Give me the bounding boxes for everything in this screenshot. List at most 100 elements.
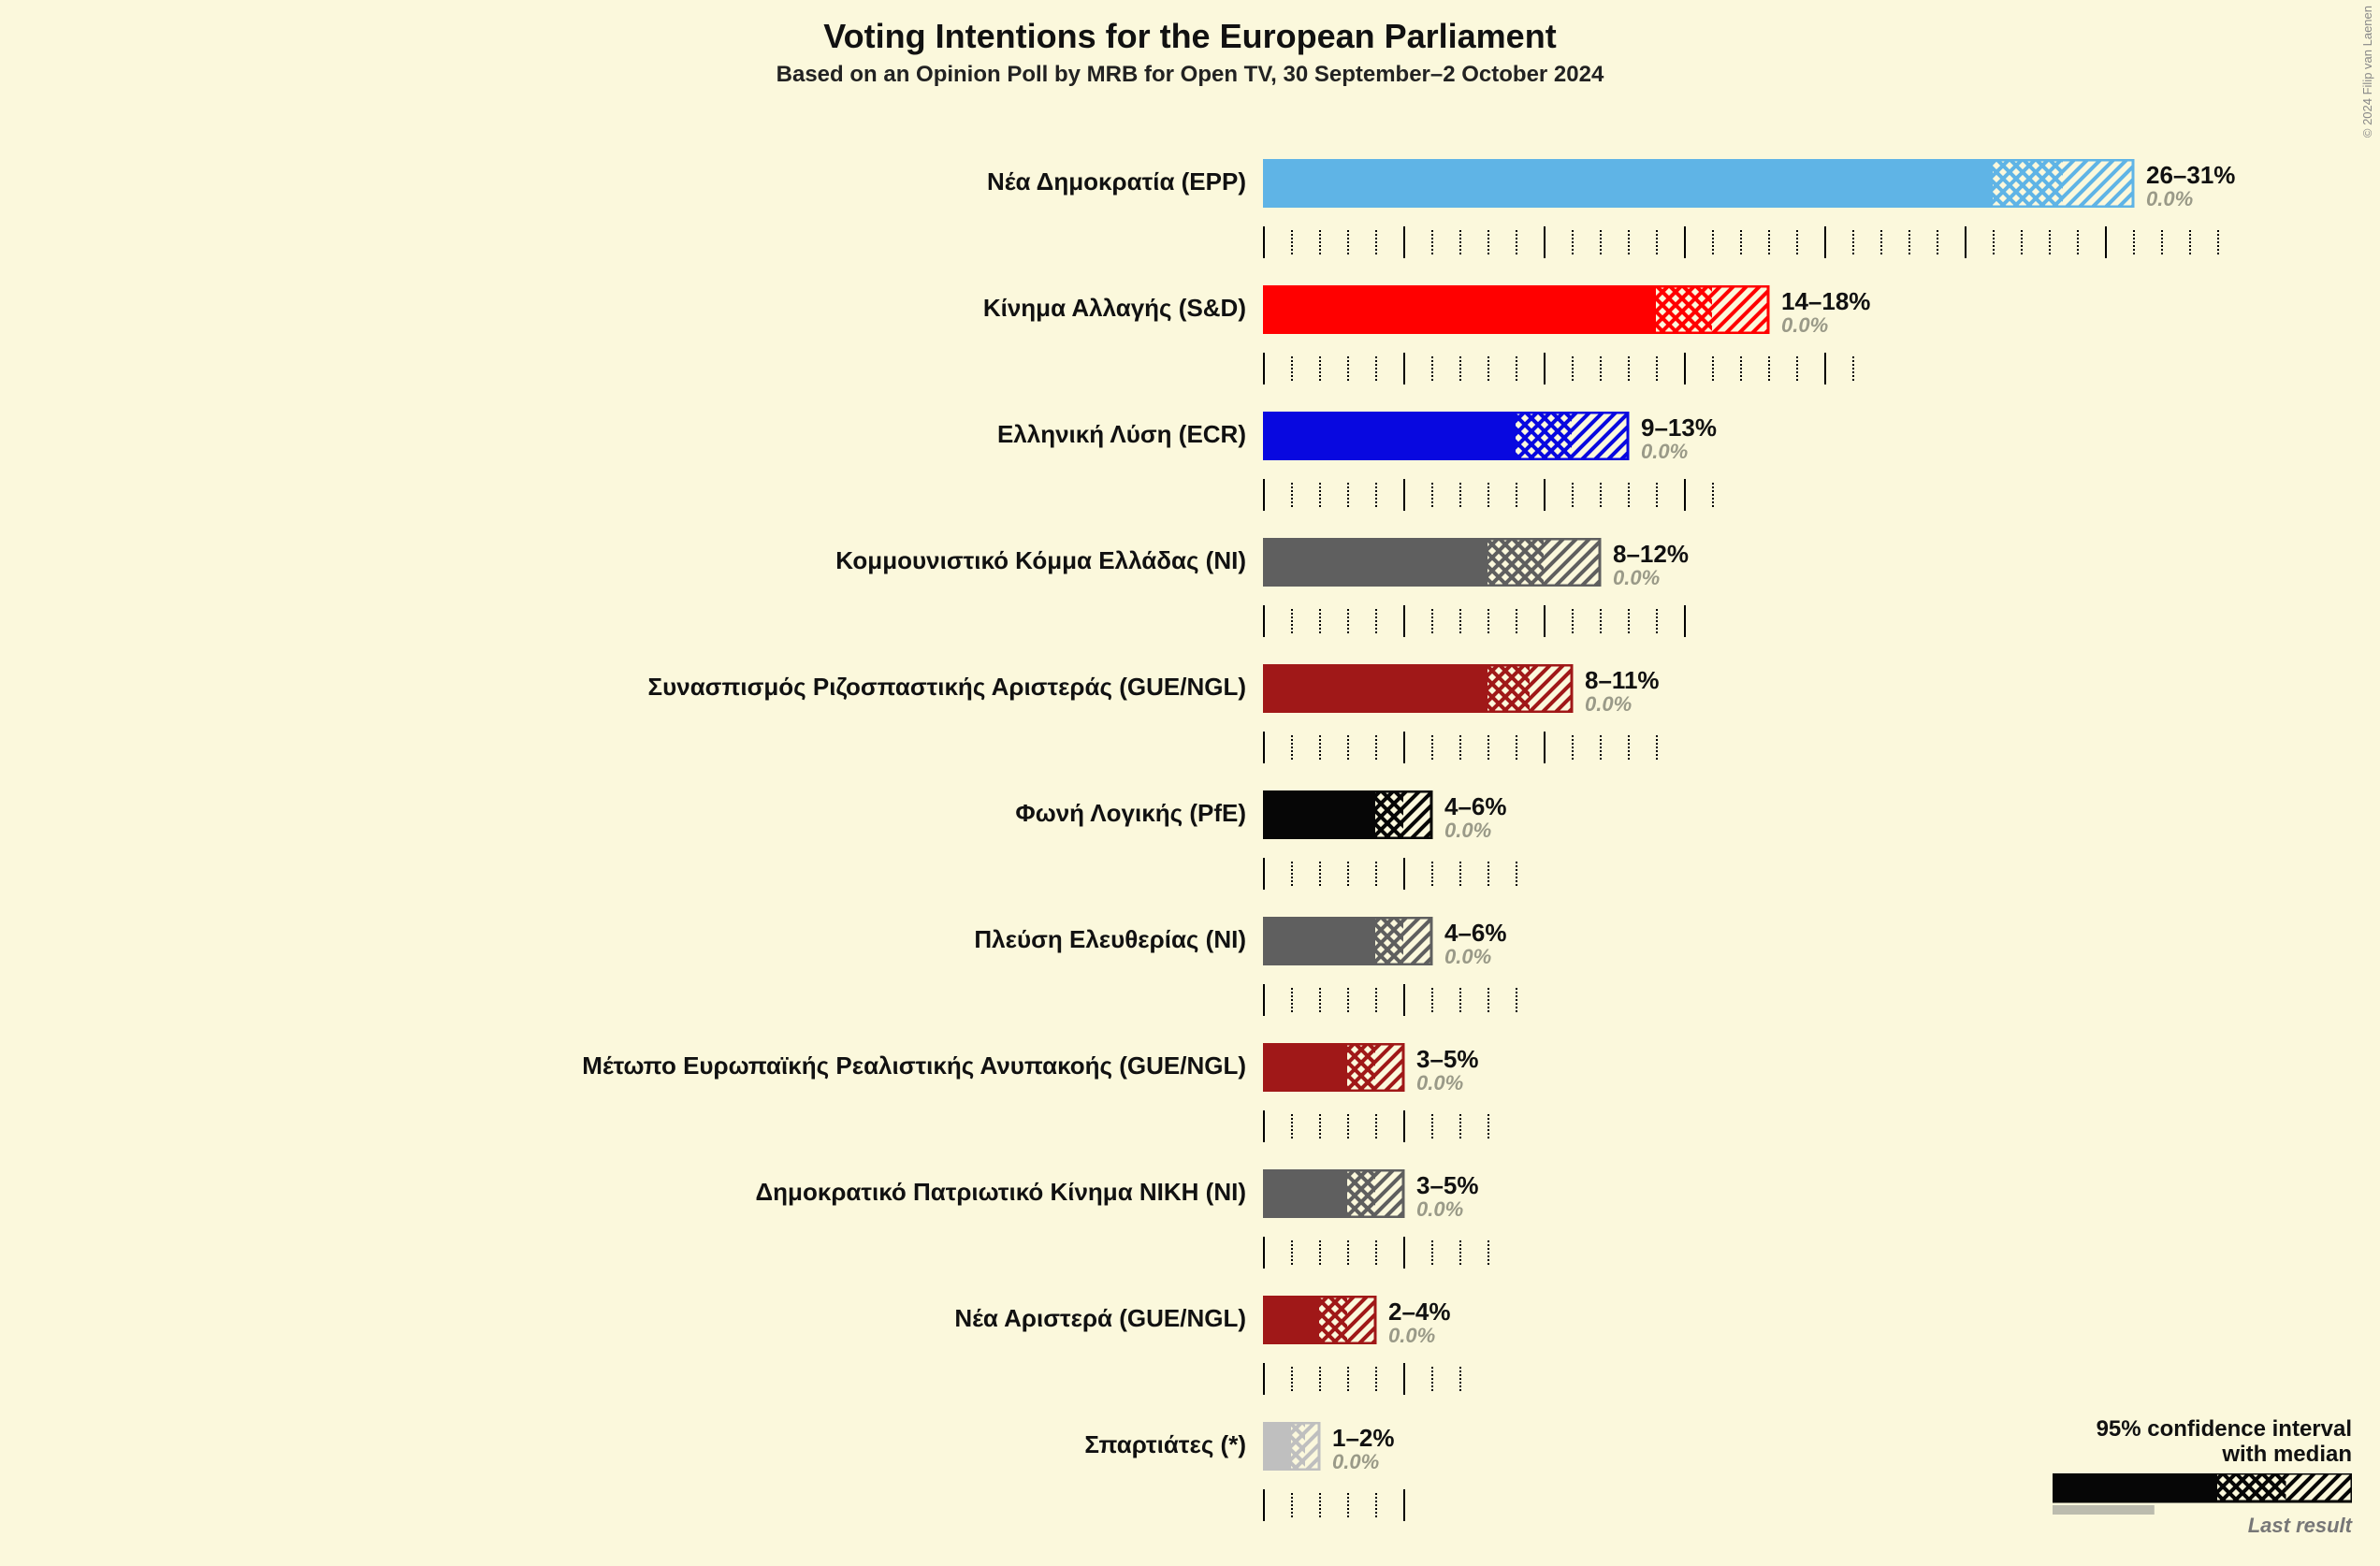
grid-minor (2217, 230, 2219, 254)
axis-band (1263, 1237, 1489, 1269)
ci-bar (1263, 664, 1575, 713)
value-label: 3–5% (1416, 1045, 1479, 1074)
copyright-text: © 2024 Filip van Laenen (2360, 6, 2374, 138)
last-result-label: 0.0% (1613, 566, 1660, 590)
grid-minor (1600, 356, 1602, 381)
grid-minor (2133, 230, 2135, 254)
chart-subtitle: Based on an Opinion Poll by MRB for Open… (0, 62, 2380, 88)
grid-major (1263, 1363, 1265, 1395)
value-label: 1–2% (1332, 1424, 1395, 1453)
party-label: Συνασπισμός Ριζοσπαστικής Αριστεράς (GUE… (648, 673, 1247, 702)
grid-minor (1880, 230, 1882, 254)
grid-minor (1740, 356, 1742, 381)
grid-minor (1459, 1240, 1461, 1265)
value-label: 14–18% (1781, 287, 1870, 316)
axis-band (1263, 605, 1686, 637)
grid-minor (1712, 483, 1714, 507)
grid-minor (1459, 862, 1461, 886)
grid-minor (1628, 735, 1630, 760)
grid-major (1403, 1237, 1405, 1269)
grid-minor (2161, 230, 2163, 254)
grid-minor (1908, 230, 1910, 254)
grid-minor (1459, 230, 1461, 254)
grid-minor (1572, 230, 1574, 254)
grid-minor (1431, 356, 1433, 381)
grid-major (1263, 1237, 1265, 1269)
party-label: Κομμουνιστικό Κόμμα Ελλάδας (NI) (835, 546, 1246, 575)
grid-minor (1319, 988, 1321, 1012)
grid-minor (1796, 356, 1798, 381)
grid-minor (1431, 735, 1433, 760)
grid-major (1263, 479, 1265, 511)
grid-minor (1628, 356, 1630, 381)
grid-minor (1347, 356, 1349, 381)
grid-minor (2077, 230, 2079, 254)
grid-minor (1712, 230, 1714, 254)
grid-minor (1516, 230, 1517, 254)
party-label: Σπαρτιάτες (*) (1084, 1430, 1246, 1459)
grid-minor (1291, 1367, 1293, 1391)
party-label: Δημοκρατικό Πατριωτικό Κίνημα ΝΙΚΗ (NI) (755, 1178, 1246, 1207)
grid-minor (1488, 609, 1489, 633)
grid-major (1403, 1489, 1405, 1521)
grid-minor (1319, 862, 1321, 886)
grid-minor (1628, 609, 1630, 633)
grid-minor (1712, 356, 1714, 381)
grid-minor (1656, 483, 1658, 507)
grid-minor (1347, 483, 1349, 507)
grid-major (1544, 479, 1546, 511)
last-result-label: 0.0% (1641, 440, 1688, 464)
last-result-label: 0.0% (1416, 1071, 1463, 1095)
grid-minor (1431, 230, 1433, 254)
value-label: 4–6% (1444, 792, 1507, 821)
grid-major (1263, 732, 1265, 763)
ci-bar (1263, 159, 2137, 208)
grid-minor (1319, 356, 1321, 381)
grid-major (1403, 353, 1405, 384)
grid-minor (1796, 230, 1798, 254)
grid-minor (1600, 735, 1602, 760)
grid-major (1263, 858, 1265, 890)
ci-bar (1263, 538, 1604, 587)
grid-major (1824, 226, 1826, 258)
grid-minor (1488, 862, 1489, 886)
grid-major (1403, 732, 1405, 763)
ci-bar (1263, 790, 1435, 839)
grid-minor (1347, 609, 1349, 633)
grid-major (1544, 605, 1546, 637)
grid-minor (1347, 1114, 1349, 1138)
party-row: Κίνημα Αλλαγής (S&D)14–18%0.0% (0, 267, 2380, 393)
party-label: Φωνή Λογικής (PfE) (1015, 799, 1246, 828)
axis-band (1263, 226, 2219, 258)
party-row: Πλεύση Ελευθερίας (NI)4–6%0.0% (0, 898, 2380, 1024)
grid-minor (1459, 483, 1461, 507)
grid-minor (1516, 862, 1517, 886)
axis-band (1263, 353, 1854, 384)
grid-minor (1459, 609, 1461, 633)
grid-minor (1516, 609, 1517, 633)
grid-major (1263, 1489, 1265, 1521)
grid-major (1403, 1363, 1405, 1395)
grid-minor (1488, 356, 1489, 381)
grid-minor (1375, 483, 1377, 507)
grid-minor (1291, 735, 1293, 760)
grid-major (1403, 984, 1405, 1016)
grid-minor (1516, 735, 1517, 760)
grid-minor (1291, 230, 1293, 254)
grid-minor (2021, 230, 2023, 254)
party-label: Πλεύση Ελευθερίας (NI) (974, 925, 1246, 954)
grid-minor (1572, 483, 1574, 507)
ci-bar (1263, 412, 1632, 460)
value-label: 26–31% (2146, 161, 2235, 190)
party-label: Νέα Αριστερά (GUE/NGL) (954, 1304, 1246, 1333)
grid-minor (1740, 230, 1742, 254)
party-row: Φωνή Λογικής (PfE)4–6%0.0% (0, 772, 2380, 898)
grid-minor (1319, 483, 1321, 507)
grid-major (1544, 353, 1546, 384)
legend-title: 95% confidence intervalwith median (2053, 1416, 2352, 1468)
grid-major (1263, 226, 1265, 258)
grid-minor (1656, 609, 1658, 633)
grid-minor (1347, 735, 1349, 760)
party-row: Σπαρτιάτες (*)1–2%0.0% (0, 1403, 2380, 1530)
chart-root: Voting Intentions for the European Parli… (0, 0, 2380, 1566)
